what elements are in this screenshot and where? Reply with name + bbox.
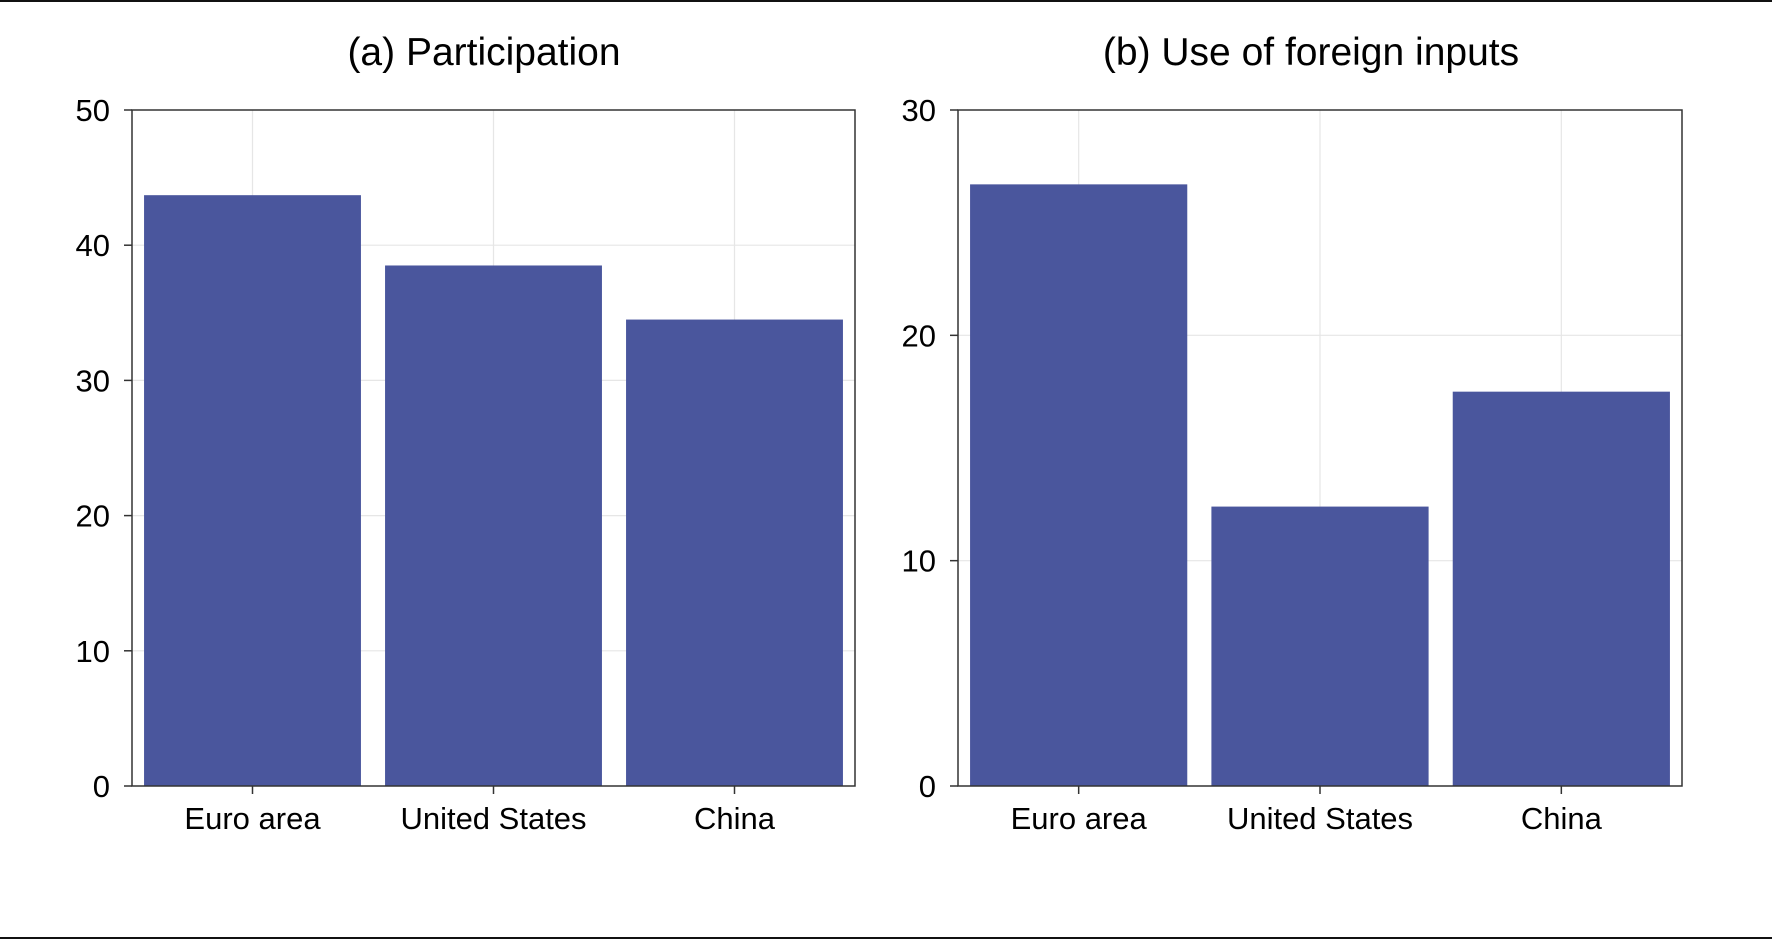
y-tick-label: 0 <box>93 769 110 804</box>
y-tick-label: 40 <box>76 228 110 263</box>
bar-united-states <box>385 265 602 787</box>
bar-united-states <box>1211 506 1429 786</box>
y-tick-label: 0 <box>919 769 936 804</box>
y-tick-label: 10 <box>902 544 936 579</box>
top-rule <box>0 0 1772 2</box>
x-tick-label: United States <box>1227 801 1413 836</box>
bar-euro-area <box>970 184 1188 787</box>
x-tick-label: China <box>1521 801 1603 836</box>
chart-title: (a) Participation <box>347 31 620 74</box>
x-tick-label: Euro area <box>1011 801 1148 836</box>
bar-china <box>626 319 843 786</box>
y-tick-label: 20 <box>902 318 936 353</box>
bottom-rule <box>0 937 1772 939</box>
bar-euro-area <box>144 195 361 786</box>
y-tick-label: 20 <box>76 499 110 534</box>
chart-title: (b) Use of foreign inputs <box>1103 31 1519 74</box>
chart-panel-1: (a) Participation 0 10 20 30 40 50 Euro area Uni… <box>76 31 856 836</box>
bar-china <box>1452 391 1670 786</box>
y-tick-label: 50 <box>76 93 110 128</box>
y-tick-label: 30 <box>76 363 110 398</box>
x-tick-label: China <box>694 801 776 836</box>
y-tick-label: 30 <box>902 93 936 128</box>
x-tick-label: Euro area <box>184 801 321 836</box>
chart-panel-2: (b) Use of foreign inputs 0 10 20 30 Euro are… <box>902 31 1683 836</box>
x-tick-label: United States <box>400 801 586 836</box>
y-tick-label: 10 <box>76 634 110 669</box>
